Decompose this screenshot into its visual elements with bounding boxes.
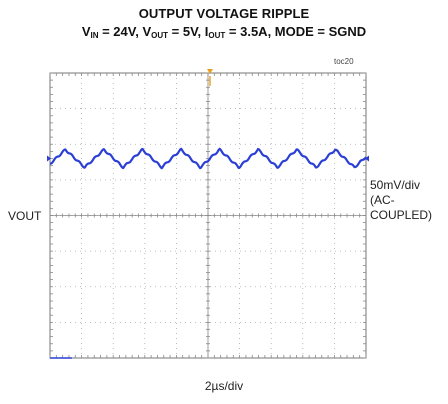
vertical-scale-label: 50mV/div (AC- COUPLED) bbox=[370, 178, 432, 223]
channel-label: VOUT bbox=[8, 209, 42, 223]
ripple-trace bbox=[49, 147, 367, 170]
grid bbox=[47, 72, 369, 359]
trigger-marker-icon bbox=[207, 69, 213, 86]
figure-id: toc20 bbox=[334, 57, 354, 66]
channel-marker-icon bbox=[47, 155, 51, 162]
vertical-scale-line: (AC- bbox=[370, 193, 395, 207]
channel-marker-icon bbox=[365, 155, 369, 162]
vertical-scale-line: 50mV/div bbox=[370, 178, 421, 192]
chart-subtitle: VIN = 24V, VOUT = 5V, IOUT = 3.5A, MODE … bbox=[81, 24, 367, 40]
horizontal-scale-label: 2µs/div bbox=[204, 379, 244, 393]
chart-title: OUTPUT VOLTAGE RIPPLE bbox=[138, 6, 310, 21]
vertical-scale-line: COUPLED) bbox=[370, 208, 433, 222]
trigger-arrow-icon bbox=[207, 69, 213, 74]
